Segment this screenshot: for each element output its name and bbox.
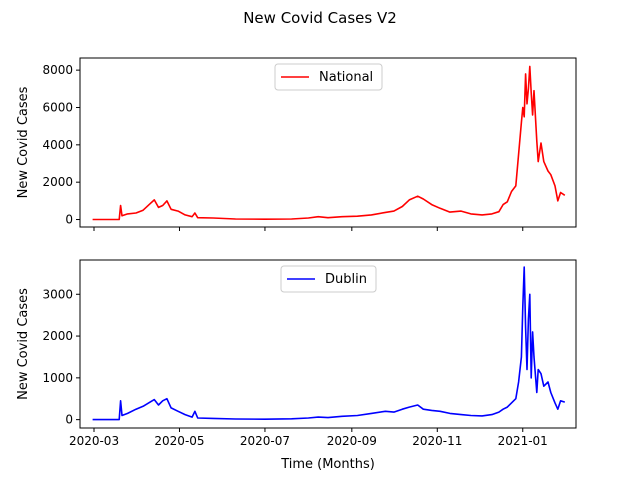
legend-box-dublin <box>280 265 377 293</box>
legend-label-dublin: Dublin <box>325 272 367 287</box>
subplot-dublin: 2020-03 2020-05 2020-07 2020-09 2020-11 2021-… <box>16 259 577 448</box>
y-tick-label-national-3: 6000 <box>42 100 73 114</box>
legend-dublin: Dublin <box>280 265 377 293</box>
y-axis-label-national: New Covid Cases <box>16 86 31 198</box>
x-tick-label-5: 2021-01 <box>498 434 548 448</box>
y-tick-label-dublin-1: 1000 <box>42 371 73 385</box>
x-tick-label-4: 2020-11 <box>412 434 462 448</box>
y-ticks-dublin: 0 1000 2000 3000 <box>42 287 80 427</box>
x-axis-label: Time (Months) <box>280 457 375 472</box>
subplot-national: 0 2000 4000 6000 8000 National New Covid Cas… <box>16 57 577 231</box>
y-tick-label-dublin-3: 3000 <box>42 287 73 301</box>
x-ticks-national <box>93 227 524 231</box>
series-line-national <box>92 65 566 221</box>
legend-national: National <box>274 63 383 91</box>
x-ticks-dublin: 2020-03 2020-05 2020-07 2020-09 2020-11 2021-… <box>69 428 548 448</box>
y-axis-label-dublin: New Covid Cases <box>16 288 31 400</box>
x-tick-label-3: 2020-09 <box>327 434 377 448</box>
y-tick-label-national-1: 2000 <box>42 175 73 189</box>
y-tick-label-national-4: 8000 <box>42 63 73 77</box>
y-tick-label-national-0: 0 <box>65 213 73 227</box>
series-line-dublin <box>92 266 566 421</box>
figure-title: New Covid Cases V2 <box>243 9 397 27</box>
y-ticks-national: 0 2000 4000 6000 8000 <box>42 63 80 227</box>
x-tick-label-0: 2020-03 <box>69 434 119 448</box>
y-tick-label-dublin-0: 0 <box>65 413 73 427</box>
x-tick-label-1: 2020-05 <box>154 434 204 448</box>
legend-label-national: National <box>319 70 373 85</box>
legend-box-national <box>274 63 383 91</box>
x-tick-label-2: 2020-07 <box>240 434 290 448</box>
y-tick-label-dublin-2: 2000 <box>42 329 73 343</box>
y-tick-label-national-2: 4000 <box>42 138 73 152</box>
